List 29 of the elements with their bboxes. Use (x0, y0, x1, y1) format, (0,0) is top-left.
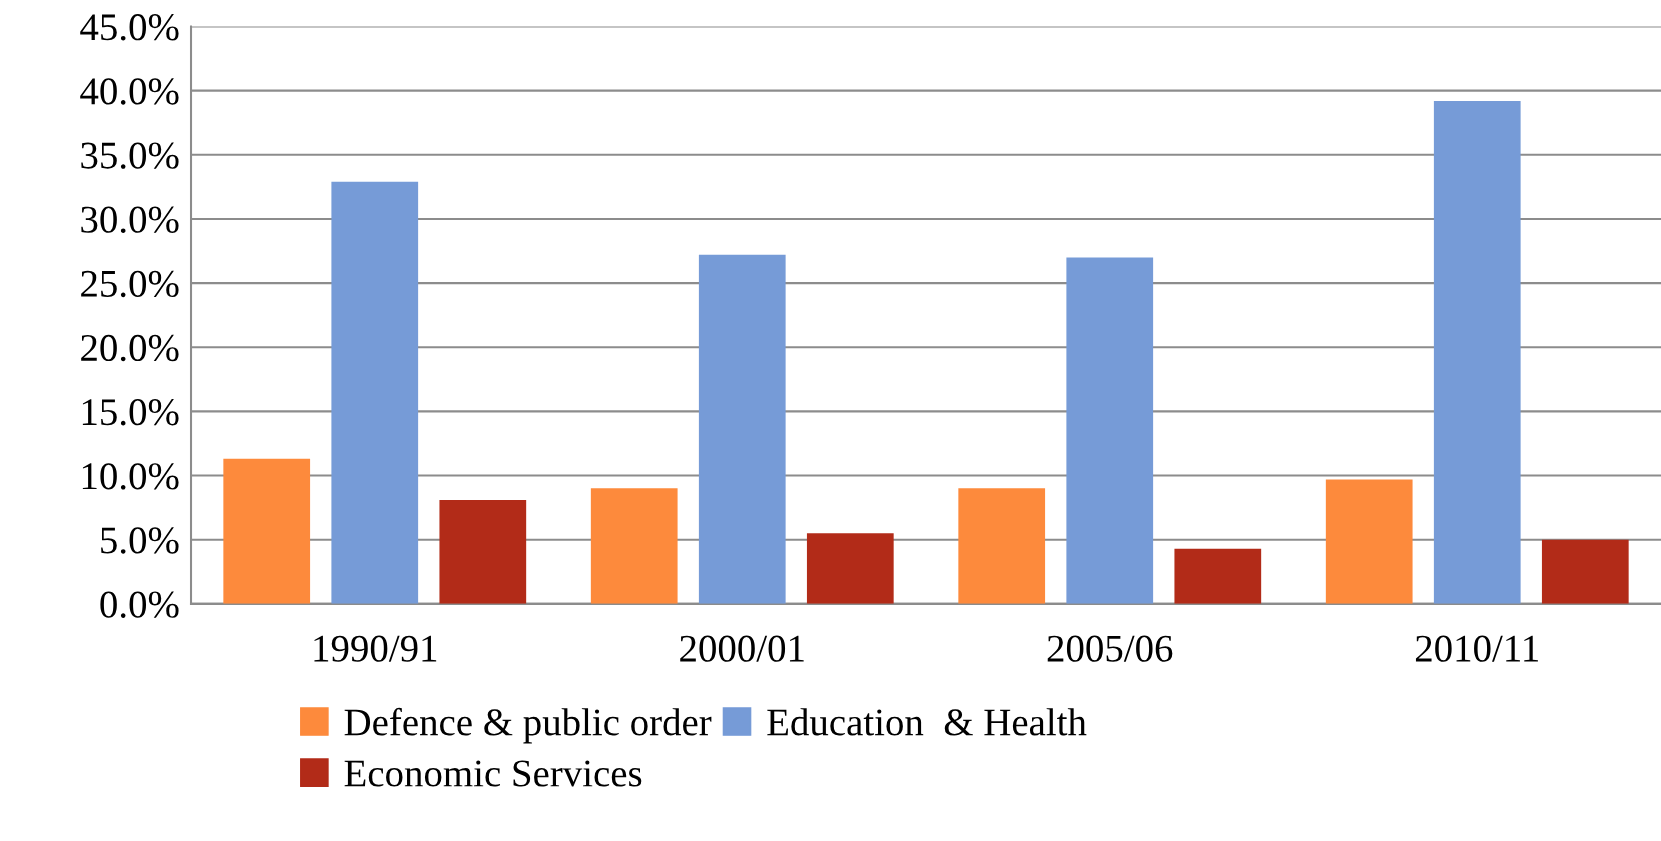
y-tick-label: 20.0% (81, 334, 179, 362)
y-tick-label: 45.0% (80, 14, 179, 41)
x-tick-label: 2000/01 (680, 635, 804, 662)
y-tick-label: 0.0% (100, 591, 179, 618)
bar (439, 499, 527, 604)
bar (590, 488, 678, 604)
legend-label: Economic Services (344, 760, 642, 787)
y-tick-label: 15.0% (82, 399, 179, 426)
y-tick-label: 35.0% (81, 142, 179, 169)
y-tick-label: 5.0% (101, 527, 179, 554)
legend-label: Defence & public order (344, 707, 712, 744)
bar (331, 181, 419, 604)
x-tick-label: 2010/11 (1415, 635, 1538, 662)
bar (1325, 479, 1413, 604)
legend-label: Education & Health (767, 708, 1087, 736)
bar (1541, 539, 1629, 604)
y-tick-label: 30.0% (81, 206, 179, 233)
y-tick-label: 25.0% (81, 270, 179, 298)
bar (698, 254, 786, 604)
x-tick-label: 1990/91 (314, 635, 437, 662)
bar (806, 533, 894, 604)
bar (1174, 548, 1262, 604)
bar (1433, 100, 1521, 604)
bar (1066, 257, 1154, 604)
bar (223, 458, 311, 604)
y-tick-label: 40.0% (80, 78, 179, 105)
y-tick-label: 10.0% (82, 463, 179, 490)
bar (958, 488, 1046, 604)
x-tick-label: 2005/06 (1047, 635, 1173, 662)
